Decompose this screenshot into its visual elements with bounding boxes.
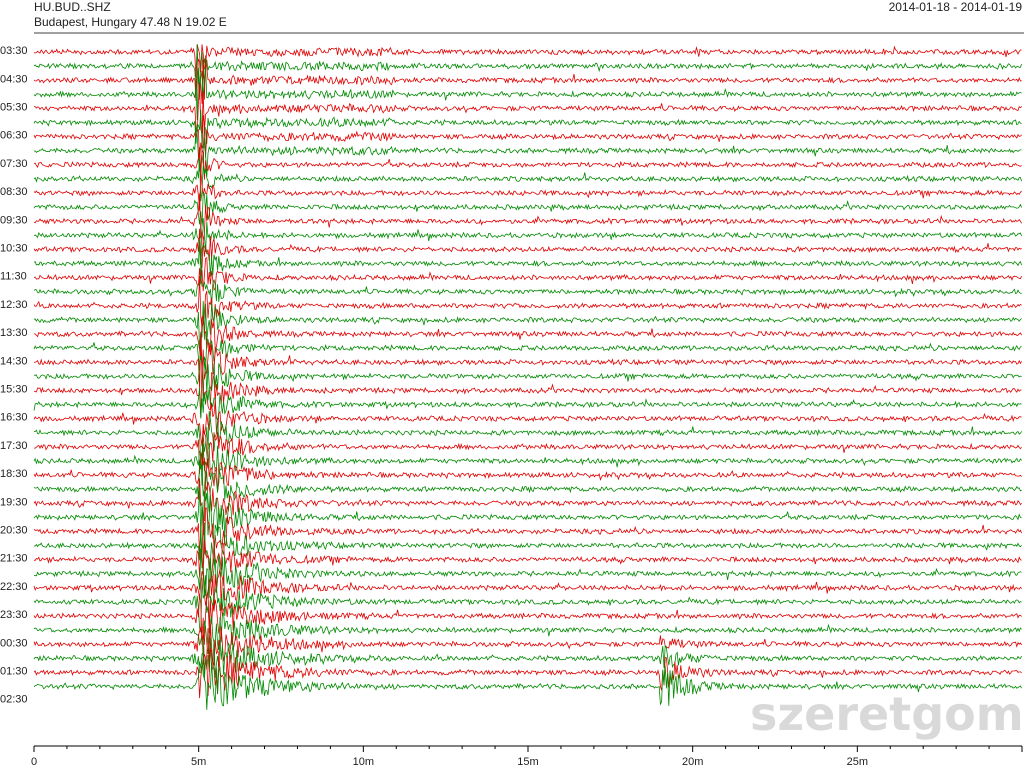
row-label: 12:30 [0,299,28,311]
trace-row-27 [33,410,1022,463]
row-label: 05:30 [0,102,28,114]
trace-row-45 [33,657,1022,710]
trace-row-36 [33,540,1022,582]
trace-row-13 [33,218,1022,257]
trace-row-26 [33,400,1022,447]
row-label: 01:30 [0,666,28,678]
trace-row-21 [33,331,1022,371]
trace-row-22 [33,334,1022,390]
row-label: 09:30 [0,214,28,226]
trace-row-38 [33,568,1022,610]
row-label: 10:30 [0,243,28,255]
trace-row-14 [33,228,1022,269]
row-label: 20:30 [0,525,28,537]
row-label: 19:30 [0,496,28,508]
x-tick-label: 15m [517,756,538,768]
trace-row-23 [33,355,1022,402]
trace-row-40 [33,590,1022,645]
trace-row-8 [33,147,1022,180]
trace-row-3 [33,67,1022,121]
trace-row-0 [33,44,1022,78]
trace-row-9 [33,157,1022,202]
row-label: 13:30 [0,327,28,339]
row-label: 00:30 [0,637,28,649]
row-label: 11:30 [0,271,27,283]
trace-row-17 [33,274,1022,306]
station-code: HU.BUD..SHZ [34,0,111,14]
trace-row-11 [33,191,1022,227]
trace-row-2 [33,55,1022,104]
trace-row-25 [33,386,1022,422]
row-label: 06:30 [0,130,28,142]
trace-row-42 [33,617,1022,673]
trace-row-12 [33,193,1022,241]
trace-row-30 [33,452,1022,491]
trace-row-39 [33,575,1022,633]
trace-row-29 [33,442,1022,486]
trace-row-37 [33,548,1022,598]
trace-row-33 [33,487,1022,539]
trace-row-32 [33,478,1022,522]
trace-row-4 [33,82,1022,135]
row-label: 16:30 [0,412,28,424]
row-label: 08:30 [0,186,28,198]
row-label: 14:30 [0,355,28,367]
row-label: 15:30 [0,384,28,396]
row-label: 03:30 [0,45,28,57]
station-location: Budapest, Hungary 47.48 N 19.02 E [34,15,227,29]
trace-row-34 [33,507,1022,558]
trace-group [33,32,1024,710]
row-label: 22:30 [0,581,28,593]
row-label: 07:30 [0,158,28,170]
row-label-group: 03:30 04:30 05:30 06:30 07:30 08:30 09:30 10:30… [0,45,28,706]
trace-row-5 [33,109,1022,149]
trace-row-16 [33,256,1022,292]
row-label: 21:30 [0,553,28,565]
trace-row-6 [33,115,1022,161]
trace-row-41 [33,612,1022,658]
trace-row-19 [33,300,1022,350]
row-label: 23:30 [0,609,28,621]
x-tick-label: 10m [353,756,374,768]
row-label: 17:30 [0,440,28,452]
x-tick-label: 0 [31,756,37,768]
trace-row-10 [33,169,1022,211]
x-tick-label: 25m [847,756,868,768]
trace-row-20 [34,314,1022,361]
date-range: 2014-01-18 - 2014-01-19 [888,0,1022,14]
x-tick-label: 20m [682,756,703,768]
trace-row-43 [33,637,1022,681]
trace-row-7 [33,127,1022,178]
trace-row-18 [33,275,1022,328]
trace-row-28 [33,429,1022,470]
trace-row-15 [33,240,1022,285]
trace-row-24 [33,362,1022,418]
row-label: 18:30 [0,468,28,480]
row-label: 04:30 [0,73,28,85]
x-tick-label: 5m [191,756,206,768]
watermark: szeretgom [750,687,1024,741]
row-label: 02:30 [0,694,28,706]
x-axis: 0 5m 10m 15m 20m 25m [31,745,1023,768]
trace-row-35 [33,522,1022,570]
